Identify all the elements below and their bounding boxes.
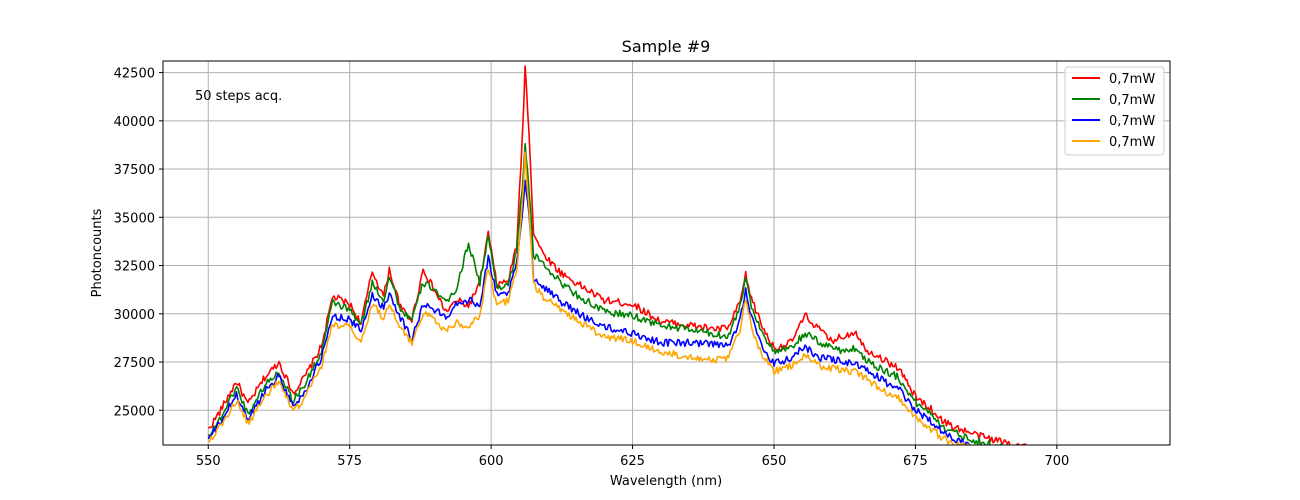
y-axis-ticks: 25000 27500 30000 32500 35000 37500 40000 42500 bbox=[114, 67, 163, 419]
y-tick-label: 37500 bbox=[114, 163, 155, 178]
series-line-4 bbox=[208, 151, 971, 445]
legend-label: 0,7mW bbox=[1109, 135, 1155, 150]
annotation-text: 50 steps acq. bbox=[195, 89, 282, 104]
x-tick-label: 700 bbox=[1044, 454, 1069, 469]
y-tick-label: 35000 bbox=[114, 211, 155, 226]
x-tick-label: 650 bbox=[762, 454, 787, 469]
y-tick-label: 40000 bbox=[114, 115, 155, 130]
x-tick-label: 675 bbox=[903, 454, 928, 469]
y-tick-label: 27500 bbox=[114, 356, 155, 371]
series-line-3 bbox=[207, 179, 974, 445]
legend-box bbox=[1064, 66, 1165, 156]
chart-title: Sample #9 bbox=[622, 37, 711, 56]
x-axis-label: Wavelength (nm) bbox=[610, 474, 722, 489]
y-tick-label: 32500 bbox=[114, 260, 155, 275]
grid bbox=[163, 61, 1170, 445]
series-lines bbox=[207, 65, 1028, 445]
x-tick-label: 575 bbox=[337, 454, 362, 469]
legend-label: 0,7mW bbox=[1109, 93, 1155, 108]
x-tick-label: 625 bbox=[620, 454, 645, 469]
legend: 0,7mW 0,7mW 0,7mW 0,7mW bbox=[1064, 66, 1165, 156]
x-tick-label: 600 bbox=[479, 454, 504, 469]
y-axis-label: Photoncounts bbox=[90, 208, 105, 297]
legend-label: 0,7mW bbox=[1109, 114, 1155, 129]
y-tick-label: 25000 bbox=[114, 404, 155, 419]
legend-label: 0,7mW bbox=[1109, 72, 1155, 87]
y-tick-label: 30000 bbox=[114, 308, 155, 323]
plot-frame bbox=[162, 60, 1171, 446]
y-tick-label: 42500 bbox=[114, 67, 155, 82]
series-line-1 bbox=[208, 65, 1028, 445]
series-line-2 bbox=[207, 142, 1018, 445]
x-tick-label: 550 bbox=[196, 454, 221, 469]
x-axis-ticks: 550 575 600 625 650 675 700 bbox=[196, 445, 1069, 469]
